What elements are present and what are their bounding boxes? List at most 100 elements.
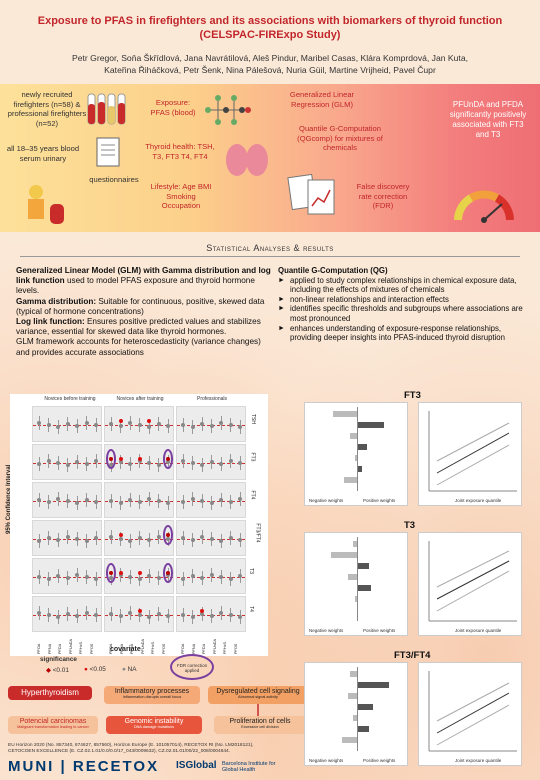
estimate-point: [200, 499, 204, 503]
estimate-point: [118, 537, 123, 541]
estimate-point: [94, 613, 98, 617]
estimate-point: [238, 461, 242, 465]
facet-panel: [176, 596, 246, 632]
estimate-point: [65, 499, 70, 503]
glm-description: Generalized Linear Model (GLM) with Gamm…: [16, 266, 271, 357]
covariate-tick: PFDA: [58, 643, 62, 654]
facet-panel: [104, 406, 174, 442]
estimate-point: [109, 499, 113, 503]
hyperthyroidism-box: Hyperthyroidism: [8, 686, 92, 700]
qg-panel-title: FT3/FT4: [394, 650, 431, 661]
estimate-point: [56, 425, 60, 429]
estimate-point: [200, 612, 204, 616]
fdr-highlight: [163, 525, 173, 545]
thyroid-gland-icon: [226, 144, 268, 176]
estimate-point: [65, 612, 70, 616]
estimate-point: [37, 539, 41, 543]
estimate-point: [166, 501, 170, 505]
estimate-point: [181, 459, 185, 463]
estimate-point: [118, 501, 123, 505]
joint-exposure-label: Joint exposure quantile: [455, 628, 502, 633]
estimate-point: [37, 462, 41, 466]
neg-weights-label: Negative weights: [309, 628, 344, 633]
joint-exposure-label: Joint exposure quantile: [455, 758, 502, 763]
qg-panel-title: FT3: [404, 390, 421, 401]
isglobal-logo: ISGlobal: [176, 760, 217, 771]
estimate-point: [190, 615, 195, 619]
authors: Petr Gregor, Soňa Škřídlová, Jana Navrát…: [72, 53, 468, 75]
facet-panel: [104, 596, 174, 632]
estimate-point: [56, 615, 60, 619]
estimate-point: [190, 574, 195, 578]
joint-exposure-line: [428, 671, 517, 752]
facet-panel: [104, 558, 174, 594]
estimate-point: [46, 500, 51, 504]
estimate-point: [228, 500, 233, 504]
estimate-point: [228, 423, 233, 427]
estimate-point: [56, 461, 60, 465]
result-text: PFUnDA and PFDA significantly positively…: [449, 100, 527, 139]
facet-panel: [32, 482, 102, 518]
estimate-point: [147, 497, 151, 501]
qg-weight-bar: [341, 737, 357, 743]
joint-exposure-label: Joint exposure quantile: [455, 498, 502, 503]
questionnaires-label: questionnaires: [89, 175, 139, 184]
fdr-legend: FDR correction applied: [170, 654, 214, 680]
estimate-point: [84, 462, 89, 466]
genomic-box: Genomic instability DNA damage mutations: [106, 716, 202, 734]
facet-panel: [32, 406, 102, 442]
joint-exposure-line: [428, 411, 517, 492]
fdr-highlight: [163, 449, 173, 469]
qg-weights-chart: Negative weights Positive weights: [304, 402, 408, 506]
estimate-point: [118, 573, 123, 577]
qg-weight-bar: [354, 596, 357, 602]
estimate-point: [200, 576, 204, 580]
qg-bullet: applied to study complex relationships i…: [278, 276, 526, 295]
estimate-point: [84, 498, 89, 502]
covariate-tick: PFUnDA: [68, 639, 73, 654]
estimate-point: [128, 611, 132, 615]
qg-weight-bar: [350, 433, 357, 439]
estimate-point: [147, 461, 151, 465]
estimate-point: [228, 613, 233, 617]
estimate-point: [219, 611, 223, 615]
facet-panel: [176, 444, 246, 480]
estimate-point: [118, 424, 123, 428]
section-title: Statistical Analyses & results: [206, 243, 334, 253]
facet-panel: [104, 520, 174, 556]
outcome-label: T3: [247, 568, 254, 574]
forest-ylabel: 95% Confidence Interval: [6, 464, 12, 534]
qg-weight-bar: [352, 715, 357, 721]
qg-weight-bar: [358, 585, 372, 591]
estimate-point: [209, 573, 214, 577]
estimate-point: [190, 538, 195, 542]
estimate-point: [37, 575, 41, 579]
qg-weight-bar: [352, 541, 357, 547]
estimate-point: [94, 577, 98, 581]
qg-line-chart: Joint exposure quantile: [418, 402, 522, 506]
qg-weight-bar: [358, 422, 385, 428]
estimate-point: [128, 539, 132, 543]
flow-arrows: [257, 704, 259, 716]
facet-panel: [32, 558, 102, 594]
estimate-point: [46, 536, 51, 540]
estimate-point: [137, 459, 142, 463]
exposure-text: Exposure: PFAS (blood): [150, 98, 196, 117]
fdr-text: False discovery rate correction (FDR): [356, 182, 410, 210]
estimate-point: [147, 538, 151, 542]
estimate-point: [181, 500, 185, 504]
joint-exposure-line: [428, 541, 517, 622]
estimate-point: [156, 612, 161, 616]
estimate-point: [209, 501, 214, 505]
questionnaire-icon: [96, 137, 120, 167]
estimate-point: [137, 613, 142, 617]
isglobal-subtitle: Barcelona Institute for Global Health: [222, 761, 276, 773]
estimate-point: [200, 535, 204, 539]
estimate-point: [238, 538, 242, 542]
estimate-point: [238, 425, 242, 429]
estimate-point: [109, 612, 113, 616]
significant-point: [137, 609, 142, 613]
estimate-point: [94, 459, 98, 463]
estimate-point: [46, 613, 51, 617]
